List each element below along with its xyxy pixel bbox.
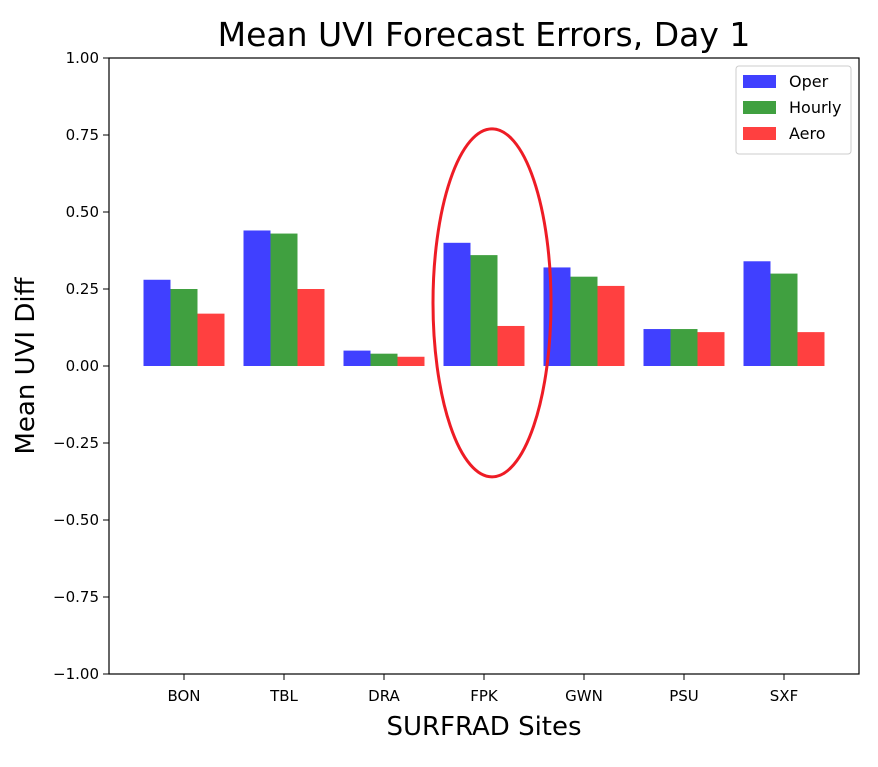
bar-aero-psu bbox=[697, 332, 725, 366]
legend-label-hourly: Hourly bbox=[789, 98, 841, 117]
x-tick-label: FPK bbox=[470, 687, 499, 705]
y-tick-label: −1.00 bbox=[53, 665, 99, 683]
y-tick-label: −0.75 bbox=[53, 588, 99, 606]
x-axis-label: SURFRAD Sites bbox=[386, 712, 581, 742]
bar-oper-fpk bbox=[443, 242, 471, 366]
legend-swatch-aero bbox=[743, 127, 776, 140]
x-tick-label: DRA bbox=[368, 687, 400, 705]
bar-oper-tbl bbox=[243, 230, 271, 366]
bar-oper-psu bbox=[643, 329, 671, 366]
y-tick-label: 1.00 bbox=[66, 49, 99, 67]
bar-hourly-tbl bbox=[270, 233, 298, 366]
bars-group bbox=[143, 230, 825, 366]
bar-aero-sxf bbox=[797, 332, 825, 366]
y-tick-label: 0.00 bbox=[66, 357, 99, 375]
bar-oper-bon bbox=[143, 279, 171, 366]
bar-hourly-gwn bbox=[570, 276, 598, 366]
plot-frame bbox=[108, 57, 860, 675]
y-tick-label: 0.50 bbox=[66, 203, 99, 221]
bar-aero-dra bbox=[397, 356, 425, 366]
y-tick-label: 0.25 bbox=[66, 280, 99, 298]
bar-hourly-fpk bbox=[470, 255, 498, 366]
bar-oper-sxf bbox=[743, 261, 771, 366]
y-tick-label: −0.25 bbox=[53, 434, 99, 452]
bar-aero-gwn bbox=[597, 285, 625, 366]
x-tick-label: SXF bbox=[770, 687, 798, 705]
legend-swatch-oper bbox=[743, 75, 776, 88]
bar-hourly-sxf bbox=[770, 273, 798, 366]
legend-label-oper: Oper bbox=[789, 72, 829, 91]
x-tick-label: BON bbox=[167, 687, 200, 705]
bar-aero-fpk bbox=[497, 325, 525, 366]
y-tick-label: 0.75 bbox=[66, 126, 99, 144]
bar-hourly-bon bbox=[170, 289, 198, 366]
legend-swatch-hourly bbox=[743, 101, 776, 114]
x-tick-label: GWN bbox=[565, 687, 603, 705]
bar-oper-dra bbox=[343, 350, 371, 366]
y-axis-ticks: −1.00 −0.75 −0.50 −0.25 0.00 0.25 0.50 0.75 1.00 bbox=[53, 49, 109, 683]
x-tick-label: PSU bbox=[669, 687, 699, 705]
highlight-ellipse bbox=[431, 127, 553, 479]
bar-aero-bon bbox=[197, 313, 225, 366]
bar-hourly-dra bbox=[370, 353, 398, 366]
legend: Oper Hourly Aero bbox=[735, 65, 852, 155]
y-tick-label: −0.50 bbox=[53, 511, 99, 529]
bar-aero-tbl bbox=[297, 289, 325, 366]
legend-label-aero: Aero bbox=[789, 124, 826, 143]
x-tick-label: TBL bbox=[269, 687, 298, 705]
chart-title: Mean UVI Forecast Errors, Day 1 bbox=[218, 15, 751, 54]
bar-hourly-psu bbox=[670, 329, 698, 366]
y-axis-label: Mean UVI Diff bbox=[11, 276, 41, 454]
x-axis-ticks: BON TBL DRA FPK GWN PSU SXF bbox=[167, 674, 798, 705]
